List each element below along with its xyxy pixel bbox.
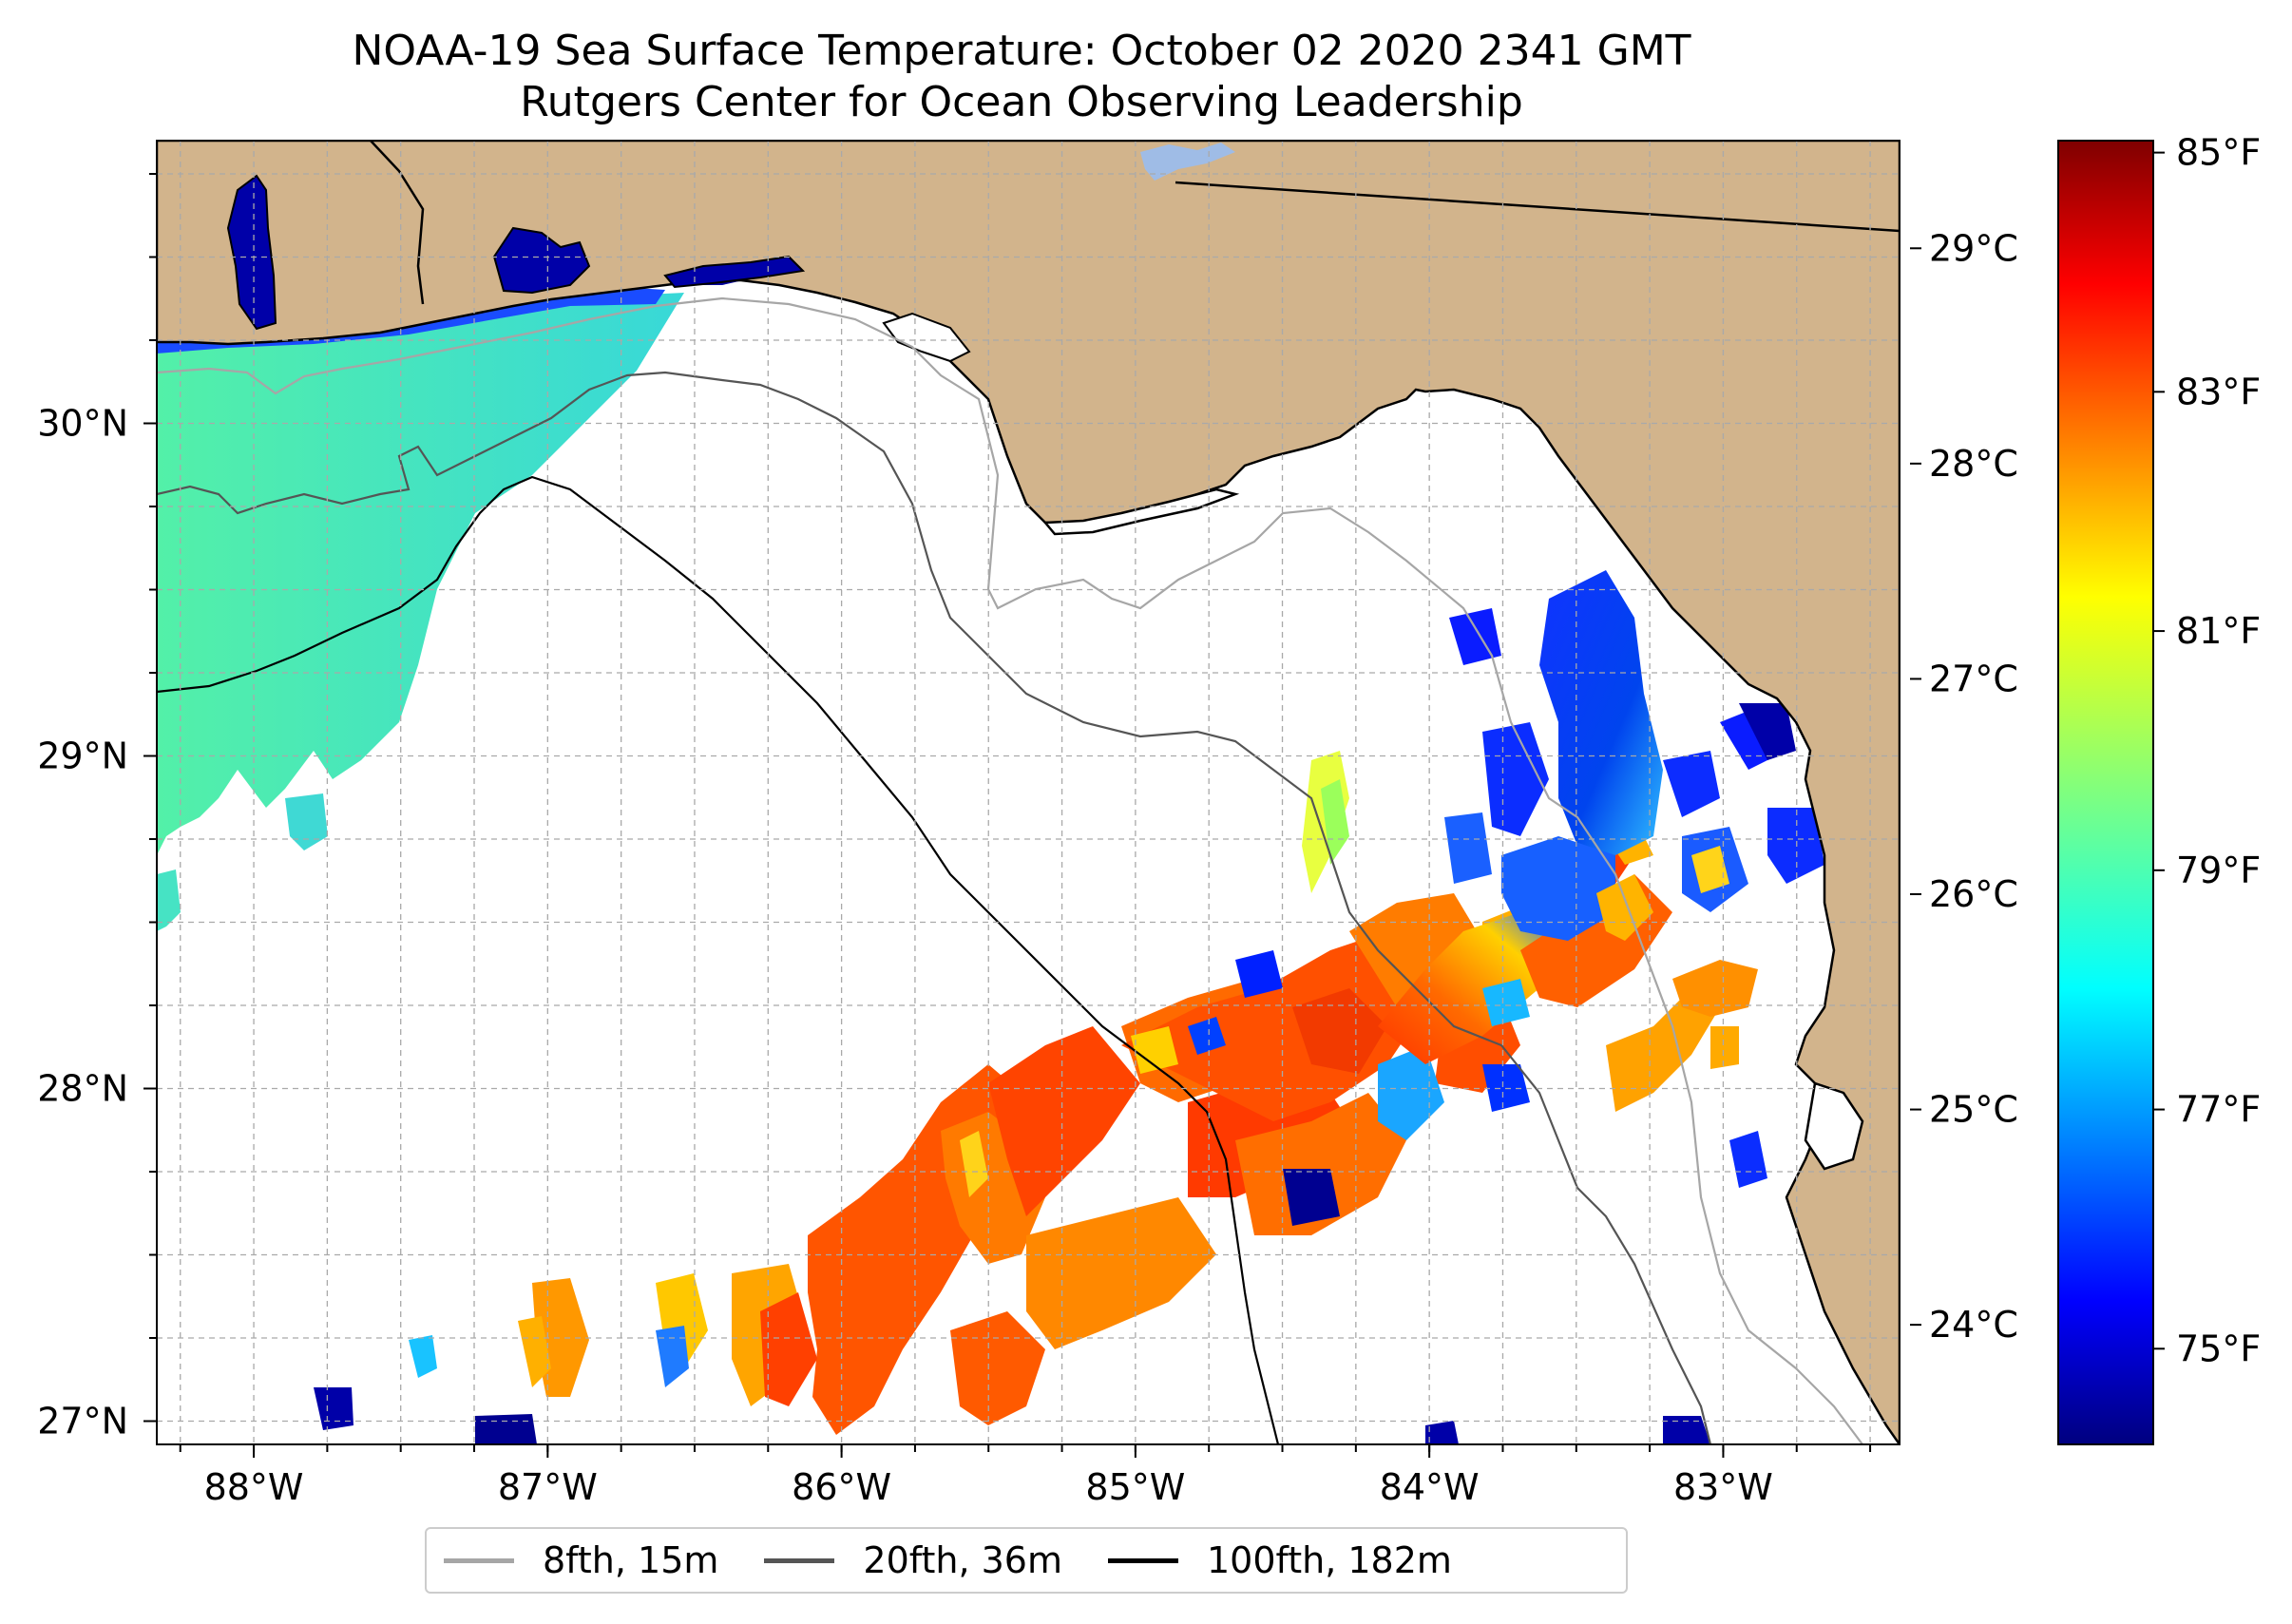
colorbar-c-label: 29°C bbox=[1929, 227, 2018, 269]
lon-tick-label: 87°W bbox=[498, 1466, 598, 1508]
title-line-1: NOAA-19 Sea Surface Temperature: October… bbox=[352, 27, 1691, 75]
gridlines bbox=[157, 141, 1900, 1444]
legend-line-100fth bbox=[1107, 1557, 1178, 1563]
mobile-bay bbox=[226, 174, 277, 331]
legend-label-8fth: 8fth, 15m bbox=[543, 1539, 719, 1581]
lat-tick-label: 30°N bbox=[37, 403, 128, 445]
apalachicola-bay bbox=[1042, 487, 1240, 536]
sst-patch-cyan-1 bbox=[285, 793, 328, 850]
colorbar-f-label: 75°F bbox=[2176, 1328, 2261, 1369]
tampa-bay bbox=[1804, 1081, 1864, 1171]
colorbar-f-label: 83°F bbox=[2176, 371, 2261, 412]
legend-item-8fth: 8fth, 15m bbox=[444, 1539, 718, 1581]
legend-item-20fth: 20fth, 36m bbox=[764, 1539, 1062, 1581]
colorbar bbox=[2057, 140, 2154, 1445]
state-border-line bbox=[1175, 181, 1900, 233]
colorbar-c-label: 27°C bbox=[1929, 658, 2018, 699]
legend-item-100fth: 100fth, 182m bbox=[1107, 1539, 1452, 1581]
colorbar-c-label: 25°C bbox=[1929, 1089, 2018, 1131]
contour-legend: 8fth, 15m 20fth, 36m 100fth, 182m bbox=[425, 1527, 1628, 1594]
st-andrew-bay bbox=[882, 312, 971, 363]
legend-label-20fth: 20fth, 36m bbox=[863, 1539, 1062, 1581]
legend-line-8fth bbox=[444, 1557, 514, 1563]
legend-line-20fth bbox=[764, 1557, 835, 1563]
land-layer bbox=[157, 141, 1900, 1444]
map-frame bbox=[156, 140, 1900, 1445]
colorbar-f-label: 77°F bbox=[2176, 1089, 2261, 1131]
lon-tick-label: 84°W bbox=[1380, 1466, 1480, 1508]
lon-tick-label: 88°W bbox=[204, 1466, 304, 1508]
map-axes: 88°W 87°W 86°W 85°W 84°W 83°W 27°N 28°N 29°N 30°N bbox=[37, 173, 1872, 1508]
colorbar-f-label: 85°F bbox=[2176, 132, 2261, 174]
choctawhatchee-bay bbox=[663, 255, 806, 289]
map-area bbox=[157, 141, 1900, 1444]
lon-tick-label: 85°W bbox=[1085, 1466, 1185, 1508]
state-border-west bbox=[370, 141, 425, 305]
contour-20fth bbox=[157, 371, 1712, 1444]
contour-8fth bbox=[157, 296, 1863, 1444]
title-line-2: Rutgers Center for Ocean Observing Leade… bbox=[520, 78, 1523, 126]
colorbar-f-label: 81°F bbox=[2176, 610, 2261, 652]
pensacola-bay bbox=[492, 226, 591, 295]
colorbar-c-label: 28°C bbox=[1929, 443, 2018, 485]
lake-seminole bbox=[1140, 143, 1235, 181]
sst-west-patch bbox=[157, 869, 181, 931]
colorbar-c-label: 26°C bbox=[1929, 873, 2018, 915]
colorbar-axes: 75°F 77°F 79°F 81°F 83°F 85°F 24°C 25°C 26°C 27°C… bbox=[1910, 132, 2261, 1369]
bathymetry-contours bbox=[157, 296, 1863, 1444]
lat-tick-label: 27°N bbox=[37, 1401, 128, 1442]
lon-tick-label: 86°W bbox=[792, 1466, 891, 1508]
colorbar-c-label: 24°C bbox=[1929, 1304, 2018, 1346]
lon-tick-label: 83°W bbox=[1673, 1466, 1773, 1508]
legend-label-100fth: 100fth, 182m bbox=[1206, 1539, 1452, 1581]
contour-100fth bbox=[157, 475, 1280, 1444]
sst-north-band bbox=[157, 293, 684, 855]
lat-tick-label: 28°N bbox=[37, 1068, 128, 1110]
lat-tick-label: 29°N bbox=[37, 736, 128, 777]
colorbar-f-label: 79°F bbox=[2176, 850, 2261, 891]
